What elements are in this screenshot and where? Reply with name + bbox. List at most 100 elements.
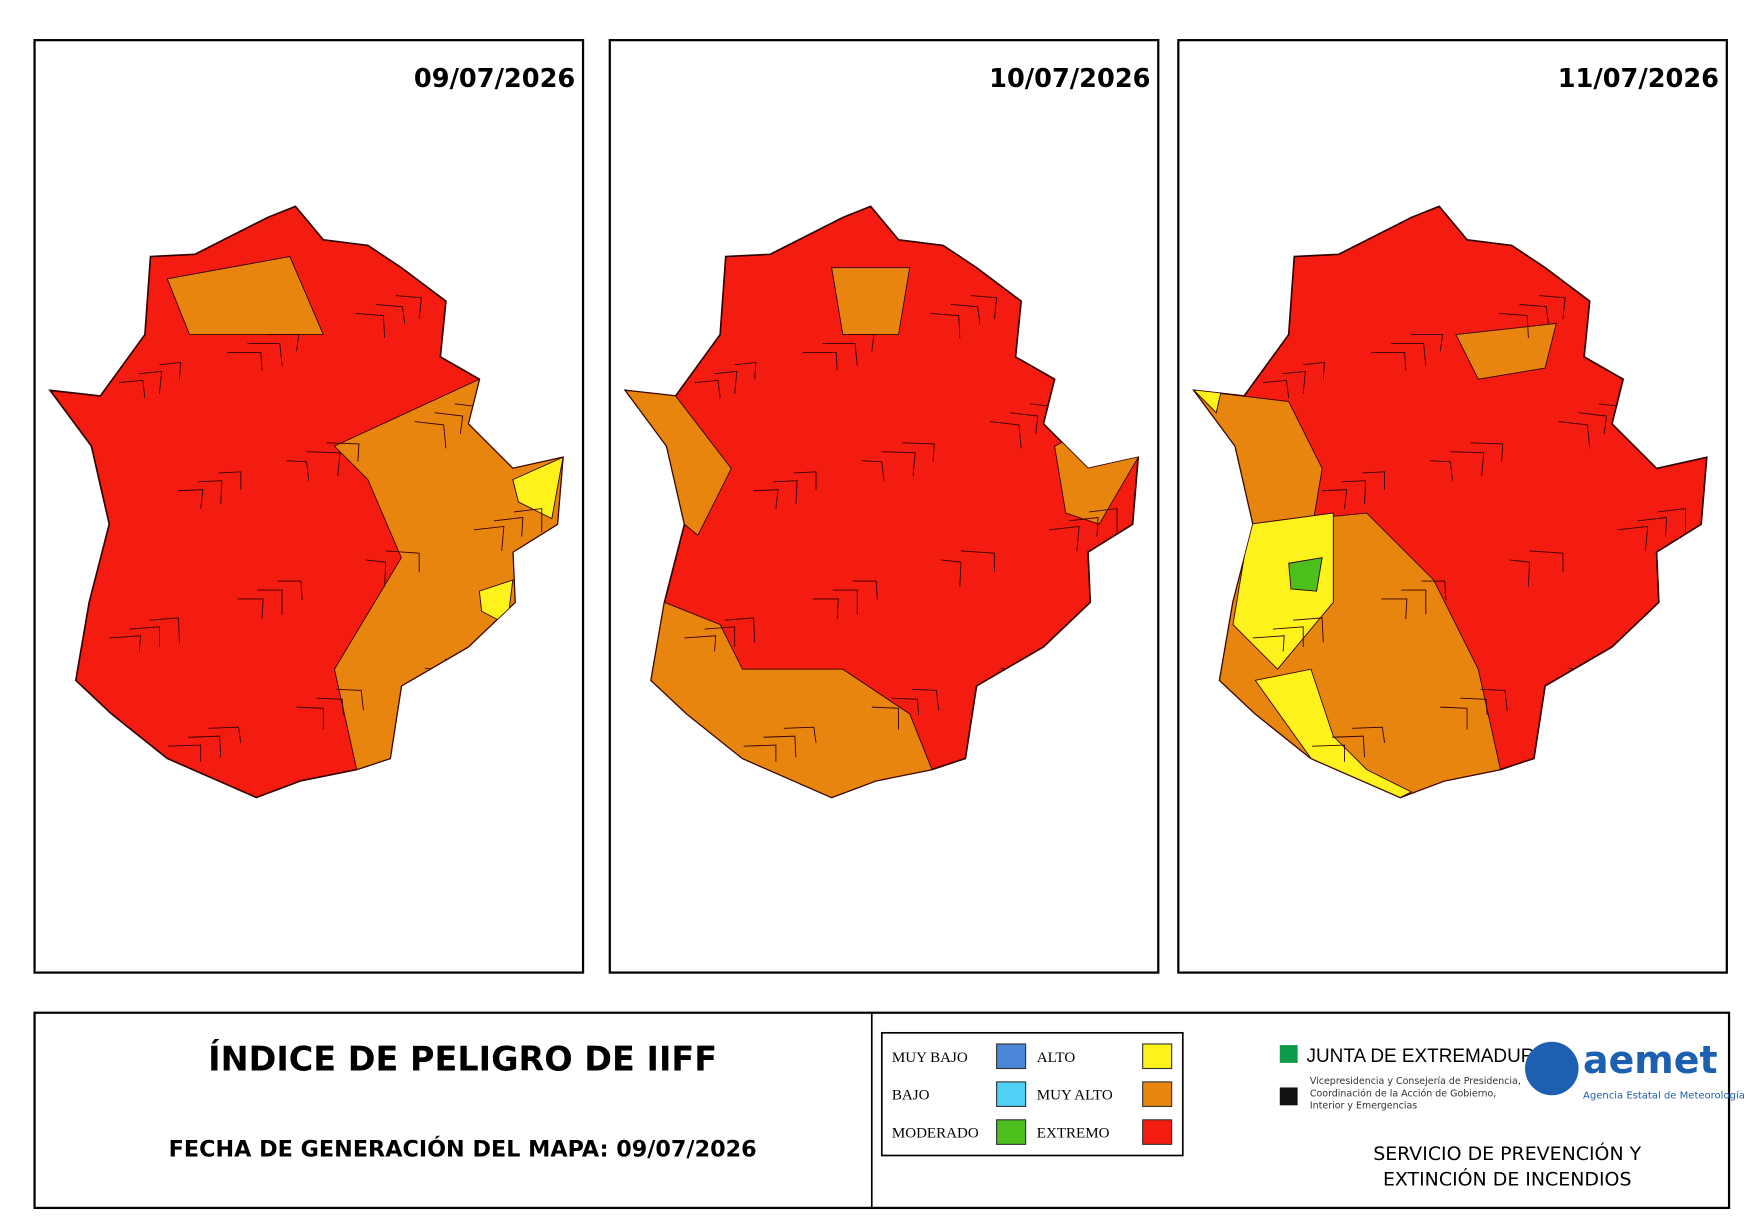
municipal-border <box>1089 508 1118 533</box>
danger-zone <box>831 267 911 336</box>
municipal-border <box>395 295 422 320</box>
municipal-border <box>139 370 163 394</box>
municipal-border <box>743 744 777 762</box>
municipal-border <box>1381 598 1408 620</box>
legend-label: BAJO <box>892 1088 930 1104</box>
municipal-border <box>365 559 387 587</box>
map-date: 10/07/2026 <box>989 64 1150 94</box>
municipal-border <box>1421 580 1447 601</box>
municipal-border <box>1273 626 1304 647</box>
danger-zone <box>625 389 732 537</box>
danger-zones <box>1193 252 1687 798</box>
aemet-sub: Agencia Estatal de Meteorología <box>1583 1090 1745 1102</box>
municipal-border <box>724 617 756 643</box>
municipal-border <box>1657 508 1687 533</box>
municipal-border <box>296 706 324 730</box>
municipal-border <box>493 517 524 537</box>
legend-label: ALTO <box>1037 1050 1076 1066</box>
municipal-border <box>1371 352 1407 371</box>
municipal-border <box>930 312 961 338</box>
junta-name: JUNTA DE EXTREMADURA <box>1307 1046 1548 1067</box>
junta-logo-black <box>1279 1087 1298 1106</box>
municipal-border <box>1470 442 1504 462</box>
municipal-border <box>822 343 858 366</box>
municipal-border <box>871 706 899 730</box>
legend-swatch <box>996 1119 1027 1145</box>
legend-swatch <box>1142 1119 1173 1145</box>
junta-sub: Interior y Emergencias <box>1310 1101 1417 1112</box>
municipal-border <box>940 559 962 587</box>
municipal-border <box>891 697 920 715</box>
municipal-border <box>783 726 817 743</box>
municipal-border <box>1617 525 1649 552</box>
aemet-name: aemet <box>1583 1038 1718 1082</box>
municipal-border <box>1411 334 1444 352</box>
municipal-border <box>1322 489 1348 509</box>
municipal-border <box>1529 550 1564 573</box>
legend-label: MUY ALTO <box>1037 1088 1113 1104</box>
municipal-border <box>1430 460 1454 481</box>
municipal-border <box>1401 589 1427 615</box>
title: ÍNDICE DE PELIGRO DE IIFF <box>208 1039 717 1079</box>
legend-box <box>880 1031 1184 1157</box>
junta-sub: Coordinación de la Acción de Gobierno, <box>1310 1088 1496 1099</box>
footer-box <box>33 1011 1731 1210</box>
generation-date: FECHA DE GENERACIÓN DEL MAPA: 09/07/2026 <box>169 1135 757 1163</box>
municipal-border <box>1578 412 1607 434</box>
municipal-border <box>1539 295 1566 320</box>
municipal-border <box>1460 697 1488 715</box>
municipal-border <box>1499 312 1529 338</box>
municipal-border <box>911 688 940 711</box>
municipal-border <box>414 421 447 449</box>
municipal-border <box>1283 370 1306 394</box>
municipal-border <box>286 460 310 481</box>
municipal-border <box>326 442 360 462</box>
legend-label: MUY BAJO <box>892 1050 968 1066</box>
municipal-border <box>316 697 344 715</box>
municipal-border <box>1263 379 1290 399</box>
municipal-border <box>257 589 283 615</box>
aemet-emblem <box>1525 1041 1579 1096</box>
municipal-border <box>734 361 757 380</box>
legend-swatch <box>1142 1043 1173 1070</box>
municipal-border <box>218 471 242 490</box>
municipal-border <box>1558 421 1591 449</box>
municipal-border <box>704 626 736 647</box>
danger-zone <box>1232 512 1334 670</box>
municipal-border <box>188 735 222 758</box>
legend-swatch <box>996 1081 1027 1107</box>
municipal-border <box>1480 688 1508 711</box>
danger-zone <box>1288 557 1323 592</box>
municipal-border <box>119 379 146 399</box>
municipal-border <box>763 735 797 758</box>
municipal-border <box>714 370 738 394</box>
municipal-border <box>159 361 182 380</box>
municipal-border <box>306 451 341 477</box>
municipal-border <box>1293 617 1324 643</box>
legend-swatch <box>1142 1081 1173 1107</box>
municipal-border <box>267 334 300 352</box>
municipal-border <box>1637 517 1668 537</box>
municipal-border <box>247 343 283 366</box>
danger-zone <box>333 378 563 771</box>
map-panel: 09/07/2026 <box>35 40 585 974</box>
danger-zones <box>100 252 563 771</box>
danger-zone <box>1455 322 1557 380</box>
municipal-border <box>1509 559 1530 587</box>
municipal-border <box>852 580 878 601</box>
map-date: 11/07/2026 <box>1558 64 1719 94</box>
legend-label: EXTREMO <box>1037 1126 1110 1142</box>
municipal-border <box>881 451 916 477</box>
municipal-border <box>1391 343 1427 366</box>
municipal-border <box>237 598 264 620</box>
municipal-border <box>336 688 364 711</box>
municipal-border <box>168 744 202 762</box>
municipal-border <box>812 598 839 620</box>
map-panel: 11/07/2026 <box>1178 40 1728 974</box>
municipal-border <box>513 508 543 533</box>
municipal-border <box>793 471 817 490</box>
municipal-border <box>1519 304 1549 324</box>
municipal-border <box>434 412 464 434</box>
